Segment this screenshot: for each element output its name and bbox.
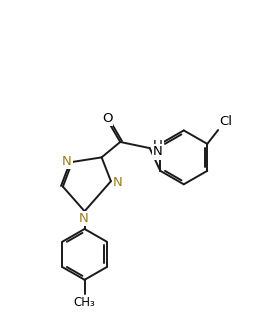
Text: O: O bbox=[101, 112, 112, 125]
Text: N: N bbox=[79, 212, 88, 225]
Text: N: N bbox=[113, 175, 122, 188]
Text: Cl: Cl bbox=[218, 115, 231, 128]
Text: CH₃: CH₃ bbox=[73, 296, 95, 309]
Text: N: N bbox=[152, 145, 162, 159]
Text: N: N bbox=[62, 155, 71, 168]
Text: H: H bbox=[152, 139, 162, 152]
